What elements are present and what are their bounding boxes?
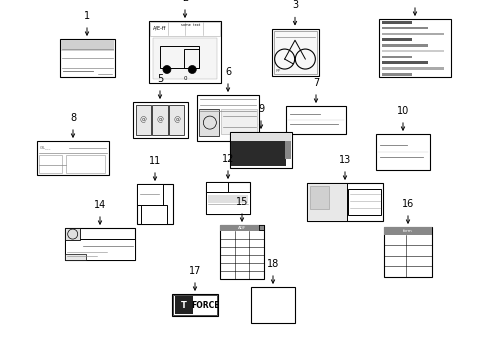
Circle shape (188, 66, 196, 73)
Text: A/E-ff: A/E-ff (153, 25, 166, 30)
Bar (230, 141, 285, 166)
Bar (306, 183, 382, 221)
Text: form: form (402, 229, 412, 233)
Bar (306, 183, 346, 221)
Bar (37, 141, 109, 175)
Text: 1: 1 (84, 11, 90, 21)
Bar (172, 294, 218, 316)
Bar (183, 49, 198, 68)
Text: 3: 3 (291, 0, 298, 10)
Text: FORCE: FORCE (191, 301, 220, 310)
Bar (273, 31, 316, 73)
Bar (381, 56, 411, 58)
Bar (205, 182, 249, 214)
Bar (135, 105, 151, 135)
Bar (220, 225, 264, 231)
Text: 17: 17 (188, 266, 201, 276)
Bar (137, 184, 173, 224)
Text: some  text: some text (181, 23, 200, 27)
Text: 7: 7 (312, 78, 319, 88)
Bar (271, 28, 318, 76)
Text: 16: 16 (401, 199, 413, 209)
Bar (60, 39, 114, 77)
Bar (141, 205, 166, 224)
Bar (383, 227, 431, 234)
Bar (168, 105, 184, 135)
Bar (39, 154, 62, 173)
Bar (137, 184, 163, 205)
Bar (378, 19, 450, 77)
Text: @: @ (140, 117, 146, 123)
Text: 12: 12 (222, 154, 234, 164)
Bar (61, 40, 113, 51)
Text: 4: 4 (411, 0, 417, 1)
Bar (381, 27, 427, 29)
Text: 10: 10 (396, 106, 408, 116)
Text: 9: 9 (257, 104, 264, 114)
Bar (230, 133, 290, 141)
Bar (229, 132, 291, 168)
Bar (65, 228, 135, 260)
Bar (284, 141, 290, 159)
Bar (220, 225, 264, 279)
Bar (65, 254, 86, 260)
Text: 5: 5 (157, 74, 163, 84)
Bar (381, 32, 444, 35)
Bar (153, 39, 217, 79)
Bar (381, 73, 411, 76)
Bar (383, 227, 431, 277)
Bar (205, 192, 249, 214)
Text: 6: 6 (224, 67, 231, 77)
Bar (381, 67, 444, 70)
Text: 14: 14 (94, 200, 106, 210)
Bar (150, 22, 220, 36)
Text: 15: 15 (235, 197, 248, 207)
Text: 13: 13 (338, 155, 350, 165)
Bar (152, 105, 167, 135)
Text: @: @ (173, 117, 180, 123)
Text: RP: RP (275, 68, 280, 72)
Text: 18: 18 (266, 259, 279, 269)
Bar (132, 102, 187, 138)
Bar (66, 154, 105, 173)
Text: 8: 8 (70, 113, 76, 123)
Bar (65, 228, 80, 240)
Bar (220, 109, 257, 134)
Bar (309, 186, 328, 209)
Bar (205, 182, 227, 192)
Circle shape (163, 66, 171, 73)
Text: 0: 0 (183, 76, 186, 81)
Bar (207, 195, 247, 203)
Bar (381, 62, 427, 64)
Text: GfL___: GfL___ (40, 146, 51, 150)
Bar (381, 21, 411, 23)
Bar (65, 239, 135, 260)
Bar (347, 189, 381, 215)
Bar (381, 38, 411, 41)
Text: @: @ (156, 117, 163, 123)
Text: ADF: ADF (237, 226, 245, 230)
Bar (381, 44, 427, 46)
Bar (381, 50, 444, 53)
Bar (199, 109, 218, 136)
Text: 11: 11 (148, 156, 161, 166)
Bar (149, 21, 221, 83)
Bar (197, 95, 259, 141)
Bar (160, 46, 199, 68)
Bar (285, 106, 346, 134)
Bar (375, 134, 429, 170)
Bar (175, 296, 193, 314)
Text: T: T (181, 301, 186, 310)
Bar (250, 287, 294, 323)
Bar (173, 295, 217, 315)
Text: 2: 2 (182, 0, 188, 3)
